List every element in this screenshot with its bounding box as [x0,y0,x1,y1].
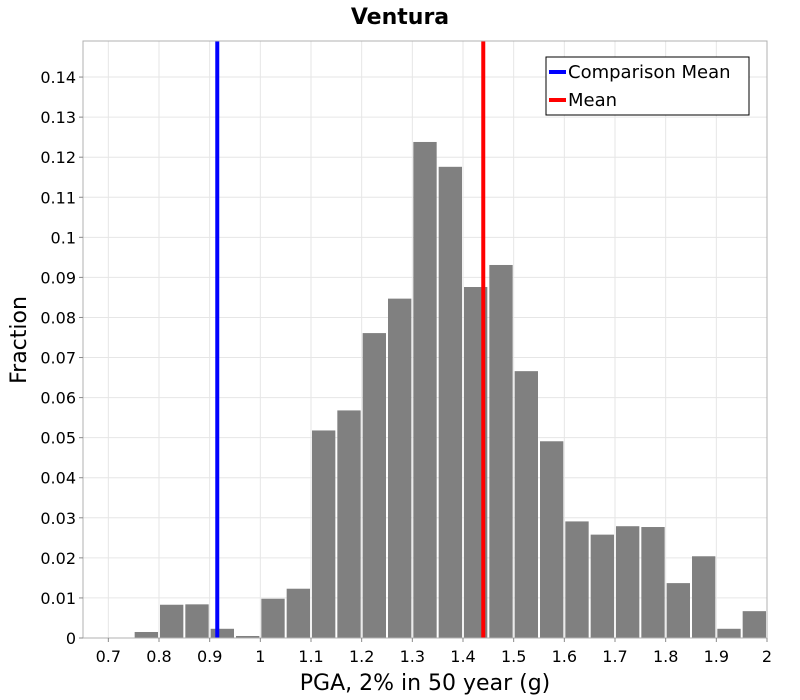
x-tick-label: 1.5 [501,647,526,666]
histogram-bar [362,333,386,638]
histogram-bar [540,441,564,638]
x-tick-label: 1.3 [400,647,425,666]
histogram-bar [514,371,538,638]
plot-border [82,40,768,639]
y-tick-label: 0.1 [51,228,76,247]
histogram-bar [666,583,690,638]
chart-title: Ventura [351,5,449,30]
y-tick-label: 0.08 [40,308,76,327]
x-axis-ticks: 0.7 0.8 0.9 1 1.1 1.2 1.3 1.4 1.5 1.6 1.7 1.8 1.9 2 [96,638,772,666]
legend-box [545,56,750,116]
histogram-bar [413,141,437,639]
x-tick-label: 2 [762,647,772,666]
histogram-bar [261,598,285,638]
y-tick-label: 0.01 [40,589,76,608]
legend-label: Mean [568,90,617,111]
legend-label: Comparison Mean [568,62,731,83]
x-tick-label: 1 [255,647,265,666]
y-tick-label: 0.07 [40,349,76,368]
histogram-bar [210,628,234,638]
y-tick-label: 0.06 [40,389,76,408]
x-tick-label: 1.1 [298,647,323,666]
x-tick-label: 1.8 [653,647,678,666]
y-tick-label: 0.09 [40,268,76,287]
x-tick-label: 1.9 [704,647,729,666]
x-tick-label: 0.8 [146,647,171,666]
histogram-bar [312,430,336,638]
x-tick-label: 1.2 [349,647,374,666]
histogram-bar [286,588,310,638]
y-tick-label: 0.12 [40,148,76,167]
histogram-bar [134,631,158,638]
x-tick-label: 1.4 [450,647,475,666]
y-tick-label: 0.02 [40,549,76,568]
histogram-bar [438,166,462,639]
histogram-bar [160,604,184,638]
legend: Comparison Mean Mean [545,56,750,116]
histogram-bar [717,628,741,638]
y-tick-label: 0.05 [40,429,76,448]
y-tick-label: 0.04 [40,469,76,488]
y-tick-label: 0 [66,629,76,648]
histogram-bar [185,604,209,638]
histogram-bar [388,298,412,638]
histogram-bar [337,410,361,638]
y-tick-label: 0.03 [40,509,76,528]
y-axis-ticks: 0 0.01 0.02 0.03 0.04 0.05 0.06 0.07 0.08 0.09 0.1… [40,68,83,648]
histogram-bar [742,611,766,638]
y-axis-title: Fraction [7,296,32,384]
x-tick-label: 1.6 [552,647,577,666]
mean-lines [215,41,486,638]
x-tick-label: 1.7 [602,647,627,666]
y-tick-label: 0.13 [40,108,76,127]
histogram-bar [590,534,614,638]
histogram-bar [236,635,260,638]
x-tick-label: 0.9 [197,647,222,666]
x-tick-label: 0.7 [96,647,121,666]
x-axis-title: PGA, 2% in 50 year (g) [300,671,551,696]
histogram-bar [641,527,665,638]
y-tick-label: 0.14 [40,68,76,87]
y-tick-label: 0.11 [40,188,76,207]
histogram-bar [616,526,640,638]
histogram-bar [489,264,513,638]
histogram-bar [565,521,589,638]
histogram-bar [692,556,716,638]
